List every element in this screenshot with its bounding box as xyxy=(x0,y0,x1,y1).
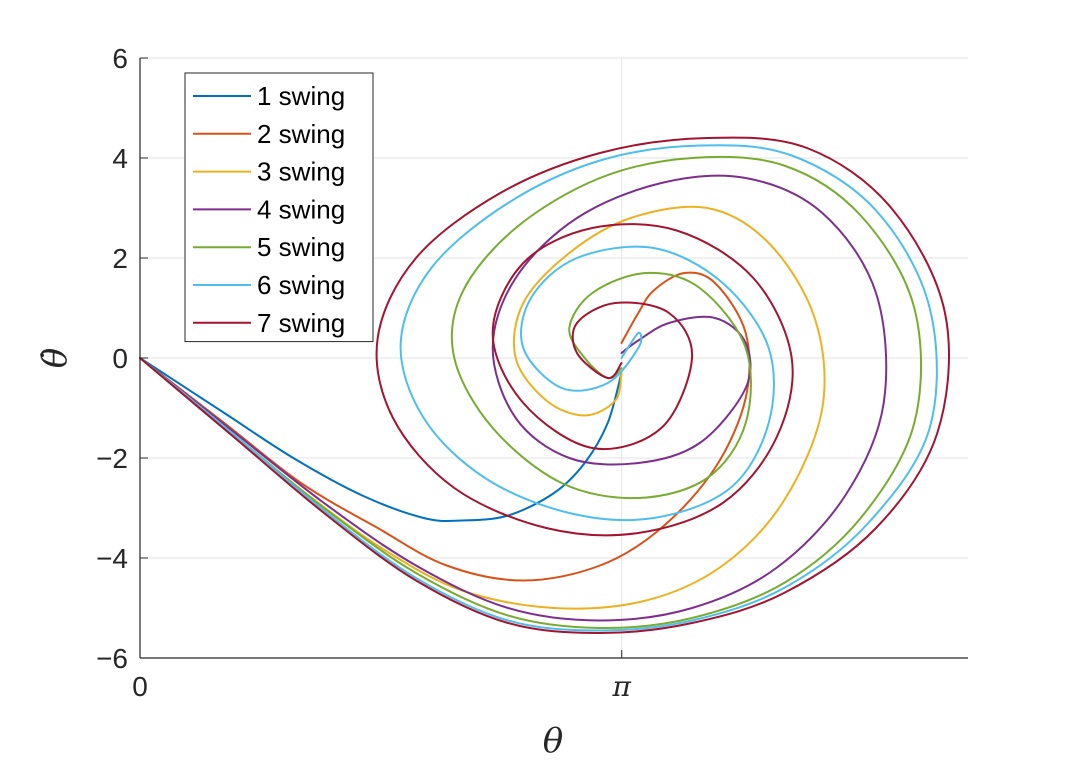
legend-label-6: 6 swing xyxy=(257,270,345,300)
legend-label-2: 2 swing xyxy=(257,119,345,149)
y-axis-label: θ̇ xyxy=(35,348,75,368)
x-tick-label-0: 0 xyxy=(132,671,148,702)
tick-labels: −6 −4 −2 0 2 4 6 0 π xyxy=(96,43,631,703)
legend-label-7: 7 swing xyxy=(257,308,345,338)
axes xyxy=(139,57,968,659)
legend-label-3: 3 swing xyxy=(257,157,345,187)
series-line-2 xyxy=(139,271,751,582)
x-axis-label: θ xyxy=(543,721,563,761)
legend-label-5: 5 swing xyxy=(257,232,345,262)
y-tick-label-6: 6 xyxy=(112,43,128,74)
legend-box xyxy=(184,72,374,343)
series-line-5 xyxy=(139,155,922,630)
legend: 1 swing 2 swing 3 swing 4 swing 5 swing 6 swi… xyxy=(184,72,374,343)
series-line-7 xyxy=(139,136,950,634)
legend-label-1: 1 swing xyxy=(257,81,345,111)
y-tick-label-4: 2 xyxy=(112,243,128,274)
y-tick-label-5: 4 xyxy=(112,143,128,174)
series-lines xyxy=(139,136,950,634)
y-tick-label-2: −2 xyxy=(96,443,128,474)
series-line-1 xyxy=(139,357,623,522)
x-tick-label-1: π xyxy=(612,670,632,703)
series-line-3 xyxy=(139,205,826,610)
series-line-4 xyxy=(139,174,888,622)
y-tick-label-1: −4 xyxy=(96,543,128,574)
y-tick-label-3: 0 xyxy=(112,343,128,374)
legend-label-4: 4 swing xyxy=(257,194,345,224)
series-line-6 xyxy=(139,144,938,632)
y-tick-label-0: −6 xyxy=(96,643,128,674)
